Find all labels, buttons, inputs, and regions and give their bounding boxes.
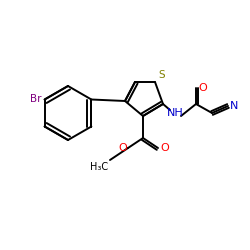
Text: Br: Br [30,94,42,104]
Text: H₃C: H₃C [90,162,108,172]
Text: S: S [158,70,164,80]
Text: N: N [230,101,238,111]
Text: O: O [160,143,169,153]
Text: O: O [198,83,207,93]
Text: NH: NH [167,108,184,118]
Text: O: O [118,143,127,153]
